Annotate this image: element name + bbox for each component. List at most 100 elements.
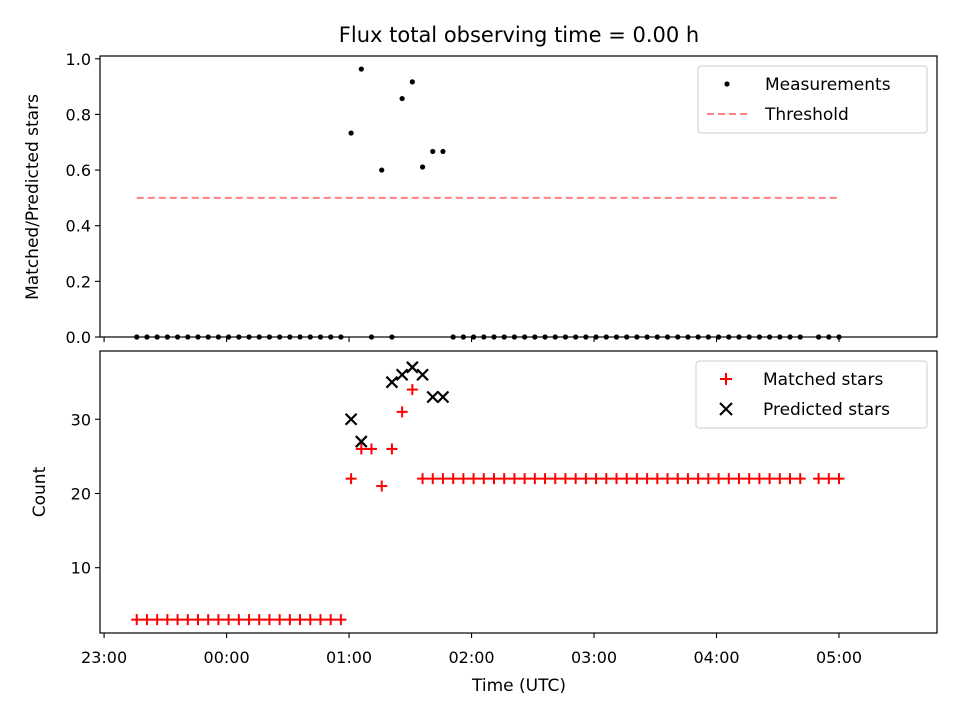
matched-star-marker xyxy=(274,614,286,626)
y-tick-label: 10 xyxy=(71,559,91,578)
x-tick-label: 05:00 xyxy=(816,648,862,667)
matched-star-marker xyxy=(764,473,776,485)
matched-star-marker xyxy=(355,443,367,455)
matched-star-marker xyxy=(733,473,745,485)
ratio-legend-box xyxy=(697,65,928,134)
matched-star-marker xyxy=(508,473,520,485)
legend-predicted-marker xyxy=(719,402,733,416)
matched-star-marker xyxy=(478,473,490,485)
matched-star-marker xyxy=(539,473,551,485)
measurement-point xyxy=(409,79,415,85)
matched-star-marker xyxy=(713,473,725,485)
y-tick-label: 0.2 xyxy=(66,272,91,291)
matched-star-marker xyxy=(161,614,173,626)
ratio-ylabel: Matched/Predicted stars xyxy=(23,94,43,300)
matched-star-marker xyxy=(723,473,735,485)
matched-star-marker xyxy=(529,473,541,485)
legend-predicted-label: Predicted stars xyxy=(763,400,890,420)
matched-star-marker xyxy=(662,473,674,485)
y-tick-label: 0.8 xyxy=(66,105,91,124)
matched-star-marker xyxy=(304,614,316,626)
matched-star-marker xyxy=(345,473,357,485)
predicted-star-marker xyxy=(385,375,399,389)
y-tick-label: 30 xyxy=(71,410,91,429)
x-tick-label: 00:00 xyxy=(204,648,250,667)
matched-star-marker xyxy=(753,473,765,485)
predicted-star-marker xyxy=(416,368,429,382)
matched-star-marker xyxy=(559,473,571,485)
matched-star-marker xyxy=(621,473,633,485)
matched-star-marker xyxy=(692,473,704,485)
matched-star-marker xyxy=(263,614,275,626)
predicted-star-marker xyxy=(355,435,368,448)
predicted-star-marker xyxy=(436,390,450,404)
matched-star-marker xyxy=(682,473,694,485)
matched-star-marker xyxy=(570,473,582,485)
matched-star-marker xyxy=(335,614,347,626)
matched-star-marker xyxy=(702,473,714,485)
matched-star-marker xyxy=(151,614,163,626)
matched-star-marker xyxy=(641,473,653,485)
matched-star-marker xyxy=(172,614,184,626)
legend-measurements-label: Measurements xyxy=(765,75,891,95)
count-legend-box xyxy=(695,360,928,429)
matched-star-marker xyxy=(488,473,500,485)
matched-star-marker xyxy=(774,473,786,485)
matched-star-marker xyxy=(325,614,337,626)
matched-star-marker xyxy=(223,614,235,626)
matched-star-marker xyxy=(468,473,480,485)
measurement-point xyxy=(358,66,364,72)
count-panel: 10 20 30 23:00 00:00 01:00 02:00 03:00 04:00 05:… xyxy=(30,350,938,696)
matched-star-marker xyxy=(519,473,531,485)
measurement-point xyxy=(348,130,354,136)
predicted-star-marker xyxy=(426,390,440,404)
matched-star-marker xyxy=(447,473,459,485)
predicted-star-marker xyxy=(406,361,419,374)
y-tick-label: 20 xyxy=(71,484,91,503)
count-ylabel: Count xyxy=(30,466,50,517)
matched-star-marker xyxy=(784,473,796,485)
matched-star-marker xyxy=(314,614,326,626)
matched-star-marker xyxy=(376,480,388,492)
measurement-point xyxy=(419,164,426,170)
matched-star-marker xyxy=(610,473,622,485)
matched-star-marker xyxy=(284,614,296,626)
matched-star-marker xyxy=(672,473,684,485)
matched-star-marker xyxy=(437,473,449,485)
matched-star-marker xyxy=(457,473,469,485)
chart-title: Flux total observing time = 0.00 h xyxy=(339,23,699,47)
matched-star-marker xyxy=(833,473,845,485)
measurement-point xyxy=(399,95,405,102)
x-axis-label: Time (UTC) xyxy=(471,676,566,696)
count-panel-frame xyxy=(99,350,938,634)
matched-star-marker xyxy=(202,614,214,626)
matched-star-marker xyxy=(600,473,612,485)
matched-star-marker xyxy=(294,614,306,626)
matched-star-marker xyxy=(823,473,835,485)
predicted-star-marker xyxy=(344,412,358,426)
matched-star-marker xyxy=(406,384,418,396)
ratio-panel: 0.0 0.2 0.4 0.6 0.8 1.0 Matched/Predicted sta… xyxy=(23,50,938,347)
measurement-point xyxy=(430,148,436,155)
matched-star-marker xyxy=(580,473,592,485)
matched-star-marker xyxy=(131,614,143,626)
count-legend: Matched stars Predicted stars xyxy=(695,360,928,429)
matched-star-marker xyxy=(417,473,429,485)
ratio-panel-frame xyxy=(99,55,938,338)
matched-star-marker xyxy=(396,406,408,418)
legend-measurements-marker xyxy=(724,81,730,87)
legend-matched-marker xyxy=(720,373,732,385)
x-tick-label: 01:00 xyxy=(326,648,372,667)
matched-star-marker xyxy=(427,473,439,485)
y-tick-label: 0.4 xyxy=(66,217,91,236)
matched-star-marker xyxy=(253,614,265,626)
matched-star-marker xyxy=(192,614,204,626)
matched-star-marker xyxy=(794,473,806,485)
legend-matched-label: Matched stars xyxy=(763,370,883,390)
measurement-point xyxy=(379,167,385,173)
matched-star-marker xyxy=(182,614,194,626)
measurement-point xyxy=(440,148,446,155)
matched-star-marker xyxy=(243,614,255,626)
matched-star-marker xyxy=(590,473,602,485)
y-tick-label: 0.6 xyxy=(66,161,91,180)
